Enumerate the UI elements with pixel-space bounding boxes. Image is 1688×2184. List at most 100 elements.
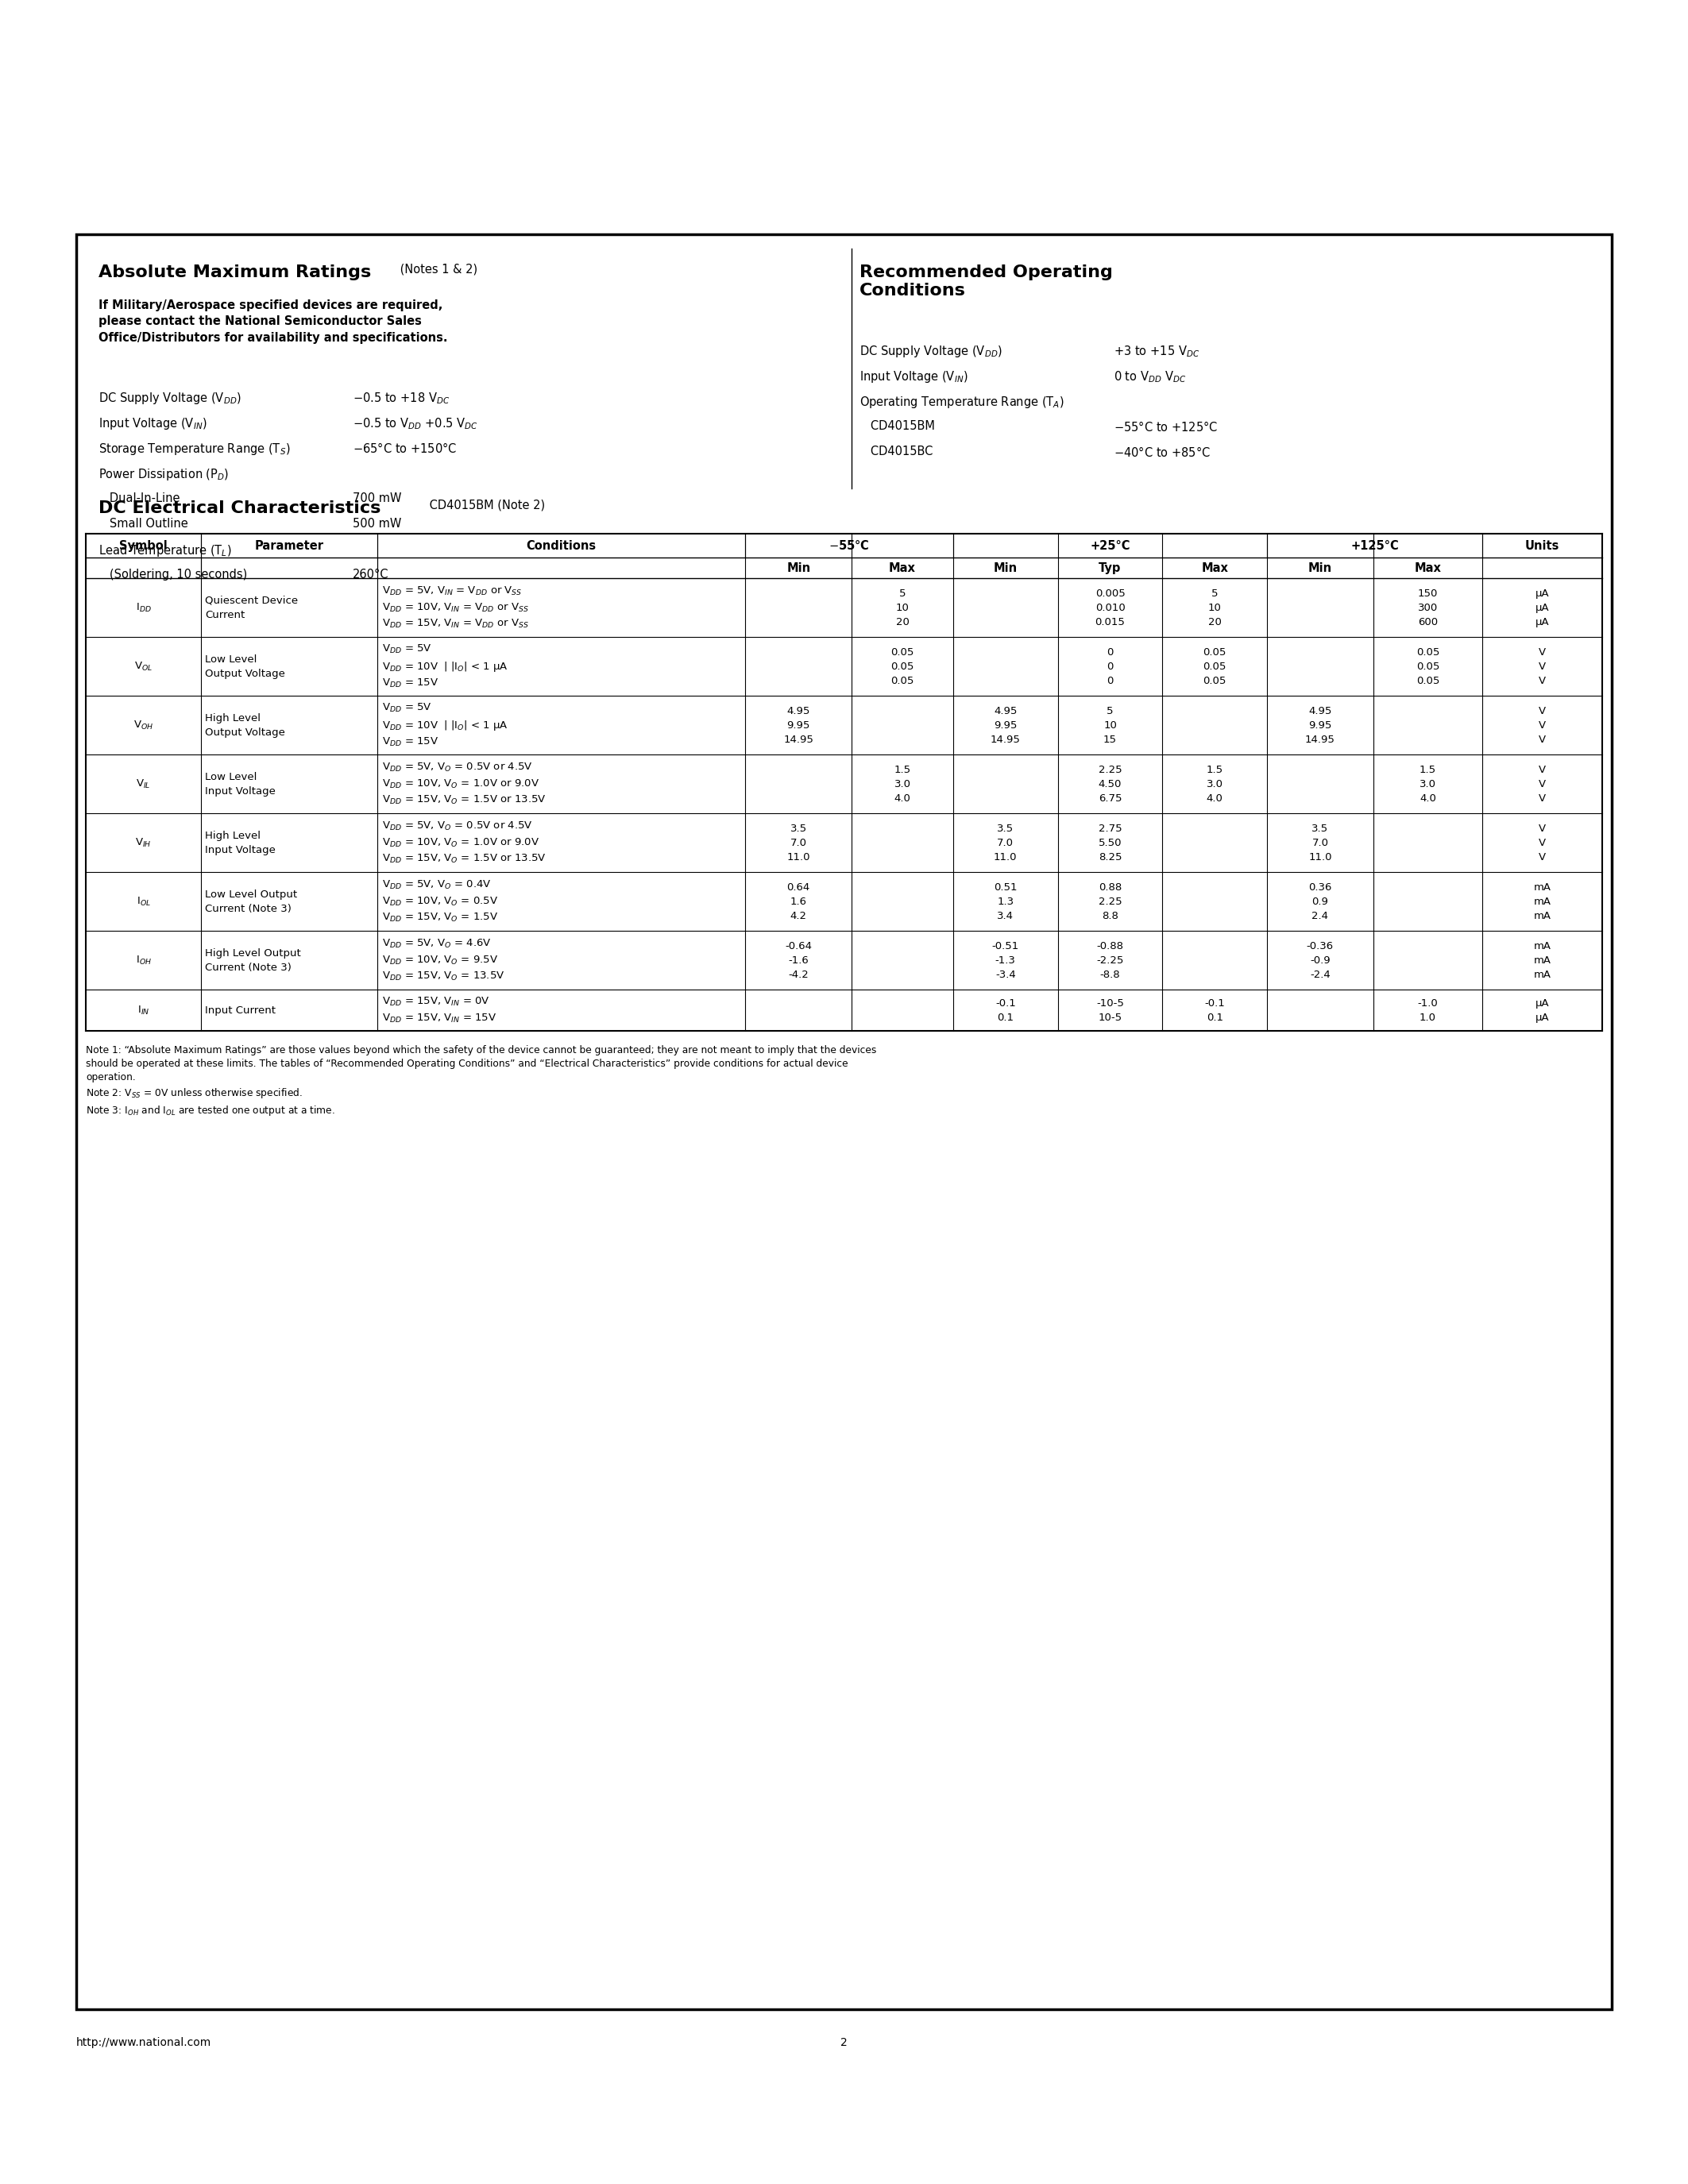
Text: Storage Temperature Range (T$_S$): Storage Temperature Range (T$_S$) <box>98 441 290 456</box>
Text: High Level Output
Current (Note 3): High Level Output Current (Note 3) <box>204 948 300 972</box>
Text: -1.0
1.0: -1.0 1.0 <box>1418 998 1438 1022</box>
Text: 5
10
20: 5 10 20 <box>1209 587 1222 627</box>
Text: DC Supply Voltage (V$_{DD}$): DC Supply Voltage (V$_{DD}$) <box>859 343 1003 358</box>
Text: 700 mW: 700 mW <box>353 491 402 505</box>
Text: High Level
Input Voltage: High Level Input Voltage <box>204 830 275 854</box>
Text: 2.75
5.50
8.25: 2.75 5.50 8.25 <box>1099 823 1123 863</box>
Text: CD4015BM: CD4015BM <box>859 419 935 432</box>
Text: $-$0.5 to V$_{DD}$ +0.5 V$_{DC}$: $-$0.5 to V$_{DD}$ +0.5 V$_{DC}$ <box>353 417 478 430</box>
Text: Conditions: Conditions <box>527 539 596 553</box>
Text: 0.005
0.010
0.015: 0.005 0.010 0.015 <box>1096 587 1126 627</box>
Text: CD4015BM (Note 2): CD4015BM (Note 2) <box>425 498 545 511</box>
Text: CD4015BC: CD4015BC <box>859 446 933 456</box>
Text: V$_{DD}$ = 5V, V$_O$ = 0.5V or 4.5V
V$_{DD}$ = 10V, V$_O$ = 1.0V or 9.0V
V$_{DD}: V$_{DD}$ = 5V, V$_O$ = 0.5V or 4.5V V$_{… <box>381 821 545 865</box>
Text: DC Supply Voltage (V$_{DD}$): DC Supply Voltage (V$_{DD}$) <box>98 391 241 406</box>
Text: Units: Units <box>1524 539 1560 553</box>
Bar <box>76 234 1612 2009</box>
Text: Input Voltage (V$_{IN}$): Input Voltage (V$_{IN}$) <box>98 417 208 430</box>
Text: I$_{IN}$: I$_{IN}$ <box>137 1005 150 1016</box>
Text: -0.88
-2.25
-8.8: -0.88 -2.25 -8.8 <box>1097 941 1124 981</box>
Text: +125°C: +125°C <box>1350 539 1399 553</box>
Text: Note 3: I$_{OH}$ and I$_{OL}$ are tested one output at a time.: Note 3: I$_{OH}$ and I$_{OL}$ are tested… <box>86 1103 334 1118</box>
Text: $-$65°C to +150°C: $-$65°C to +150°C <box>353 441 457 454</box>
Text: Input Current: Input Current <box>204 1005 275 1016</box>
Text: Lead Temperature (T$_L$): Lead Temperature (T$_L$) <box>98 544 231 559</box>
Text: 2.25
4.50
6.75: 2.25 4.50 6.75 <box>1099 764 1123 804</box>
Text: Max: Max <box>890 561 917 574</box>
Text: V
V
V: V V V <box>1539 646 1546 686</box>
Text: Small Outline: Small Outline <box>98 518 187 531</box>
Text: 5
10
15: 5 10 15 <box>1104 705 1117 745</box>
Text: 260°C: 260°C <box>353 568 388 581</box>
Text: $-$55°C: $-$55°C <box>829 539 869 553</box>
Text: -0.64
-1.6
-4.2: -0.64 -1.6 -4.2 <box>785 941 812 981</box>
Text: I$_{DD}$: I$_{DD}$ <box>135 601 152 614</box>
Text: -10-5
10-5: -10-5 10-5 <box>1096 998 1124 1022</box>
Text: μA
μA: μA μA <box>1536 998 1550 1022</box>
Text: http://www.national.com: http://www.national.com <box>76 2038 211 2049</box>
Text: -0.36
-0.9
-2.4: -0.36 -0.9 -2.4 <box>1307 941 1334 981</box>
Text: Note 1: “Absolute Maximum Ratings” are those values beyond which the safety of t: Note 1: “Absolute Maximum Ratings” are t… <box>86 1046 876 1083</box>
Text: +3 to +15 V$_{DC}$: +3 to +15 V$_{DC}$ <box>1114 343 1200 358</box>
Text: (Notes 1 & 2): (Notes 1 & 2) <box>397 262 478 275</box>
Text: V$_{DD}$ = 5V, V$_O$ = 0.4V
V$_{DD}$ = 10V, V$_O$ = 0.5V
V$_{DD}$ = 15V, V$_O$ =: V$_{DD}$ = 5V, V$_O$ = 0.4V V$_{DD}$ = 1… <box>381 878 498 924</box>
Text: Min: Min <box>994 561 1018 574</box>
Text: 3.5
7.0
11.0: 3.5 7.0 11.0 <box>787 823 810 863</box>
Text: 1.5
3.0
4.0: 1.5 3.0 4.0 <box>1420 764 1436 804</box>
Text: V
V
V: V V V <box>1539 705 1546 745</box>
Text: 3.5
7.0
11.0: 3.5 7.0 11.0 <box>994 823 1018 863</box>
Text: V
V
V: V V V <box>1539 764 1546 804</box>
Text: Min: Min <box>787 561 810 574</box>
Text: 0.36
0.9
2.4: 0.36 0.9 2.4 <box>1308 882 1332 922</box>
Text: (Soldering, 10 seconds): (Soldering, 10 seconds) <box>98 568 246 581</box>
Text: Low Level
Input Voltage: Low Level Input Voltage <box>204 771 275 797</box>
Text: 1.5
3.0
4.0: 1.5 3.0 4.0 <box>895 764 912 804</box>
Text: -0.51
-1.3
-3.4: -0.51 -1.3 -3.4 <box>993 941 1020 981</box>
Text: 3.5
7.0
11.0: 3.5 7.0 11.0 <box>1308 823 1332 863</box>
Text: 0.88
2.25
8.8: 0.88 2.25 8.8 <box>1099 882 1123 922</box>
Text: -0.1
0.1: -0.1 0.1 <box>1205 998 1225 1022</box>
Text: 5
10
20: 5 10 20 <box>896 587 910 627</box>
Text: 0.05
0.05
0.05: 0.05 0.05 0.05 <box>891 646 913 686</box>
Text: Typ: Typ <box>1099 561 1121 574</box>
Text: 2: 2 <box>841 2038 847 2049</box>
Text: Max: Max <box>1202 561 1229 574</box>
Text: Parameter: Parameter <box>255 539 324 553</box>
Text: Min: Min <box>1308 561 1332 574</box>
Text: 500 mW: 500 mW <box>353 518 402 531</box>
Text: $-$55°C to +125°C: $-$55°C to +125°C <box>1114 419 1219 435</box>
Text: +25°C: +25°C <box>1090 539 1131 553</box>
Text: V$_{OL}$: V$_{OL}$ <box>135 660 152 673</box>
Text: mA
mA
mA: mA mA mA <box>1534 941 1551 981</box>
Text: High Level
Output Voltage: High Level Output Voltage <box>204 712 285 738</box>
Text: 4.95
9.95
14.95: 4.95 9.95 14.95 <box>1305 705 1335 745</box>
Text: 0
0
0: 0 0 0 <box>1107 646 1114 686</box>
Text: Power Dissipation (P$_D$): Power Dissipation (P$_D$) <box>98 467 230 483</box>
Text: 0.64
1.6
4.2: 0.64 1.6 4.2 <box>787 882 810 922</box>
Text: V$_{DD}$ = 5V, V$_{IN}$ = V$_{DD}$ or V$_{SS}$
V$_{DD}$ = 10V, V$_{IN}$ = V$_{DD: V$_{DD}$ = 5V, V$_{IN}$ = V$_{DD}$ or V$… <box>381 585 528 629</box>
Text: Symbol: Symbol <box>120 539 167 553</box>
Text: $-$40°C to +85°C: $-$40°C to +85°C <box>1114 446 1210 459</box>
Text: 4.95
9.95
14.95: 4.95 9.95 14.95 <box>783 705 814 745</box>
Text: 0.05
0.05
0.05: 0.05 0.05 0.05 <box>1204 646 1227 686</box>
Text: -0.1
0.1: -0.1 0.1 <box>996 998 1016 1022</box>
Text: V$_{DD}$ = 5V, V$_O$ = 4.6V
V$_{DD}$ = 10V, V$_O$ = 9.5V
V$_{DD}$ = 15V, V$_O$ =: V$_{DD}$ = 5V, V$_O$ = 4.6V V$_{DD}$ = 1… <box>381 937 505 983</box>
Text: Input Voltage (V$_{IN}$): Input Voltage (V$_{IN}$) <box>859 369 969 384</box>
Text: $-$0.5 to +18 V$_{DC}$: $-$0.5 to +18 V$_{DC}$ <box>353 391 449 406</box>
Text: Low Level Output
Current (Note 3): Low Level Output Current (Note 3) <box>204 889 297 913</box>
Text: Note 2: V$_{SS}$ = 0V unless otherwise specified.: Note 2: V$_{SS}$ = 0V unless otherwise s… <box>86 1085 302 1101</box>
Text: 0 to V$_{DD}$ V$_{DC}$: 0 to V$_{DD}$ V$_{DC}$ <box>1114 369 1187 384</box>
Text: V$_{DD}$ = 5V, V$_O$ = 0.5V or 4.5V
V$_{DD}$ = 10V, V$_O$ = 1.0V or 9.0V
V$_{DD}: V$_{DD}$ = 5V, V$_O$ = 0.5V or 4.5V V$_{… <box>381 762 545 806</box>
Text: If Military/Aerospace specified devices are required,
please contact the Nationa: If Military/Aerospace specified devices … <box>98 299 447 343</box>
Text: Quiescent Device
Current: Quiescent Device Current <box>204 596 299 620</box>
Text: Max: Max <box>1415 561 1442 574</box>
Text: μA
μA
μA: μA μA μA <box>1536 587 1550 627</box>
Text: DC Electrical Characteristics: DC Electrical Characteristics <box>98 500 381 515</box>
Text: 0.05
0.05
0.05: 0.05 0.05 0.05 <box>1416 646 1440 686</box>
Text: I$_{OL}$: I$_{OL}$ <box>137 895 150 906</box>
Text: Operating Temperature Range (T$_A$): Operating Temperature Range (T$_A$) <box>859 395 1065 411</box>
Text: V$_{DD}$ = 5V
V$_{DD}$ = 10V  | |I$_O$| < 1 μA
V$_{DD}$ = 15V: V$_{DD}$ = 5V V$_{DD}$ = 10V | |I$_O$| <… <box>381 642 508 690</box>
Text: V$_{DD}$ = 5V
V$_{DD}$ = 10V  | |I$_O$| < 1 μA
V$_{DD}$ = 15V: V$_{DD}$ = 5V V$_{DD}$ = 10V | |I$_O$| <… <box>381 701 508 749</box>
Text: Dual-In-Line: Dual-In-Line <box>98 491 181 505</box>
Text: mA
mA
mA: mA mA mA <box>1534 882 1551 922</box>
